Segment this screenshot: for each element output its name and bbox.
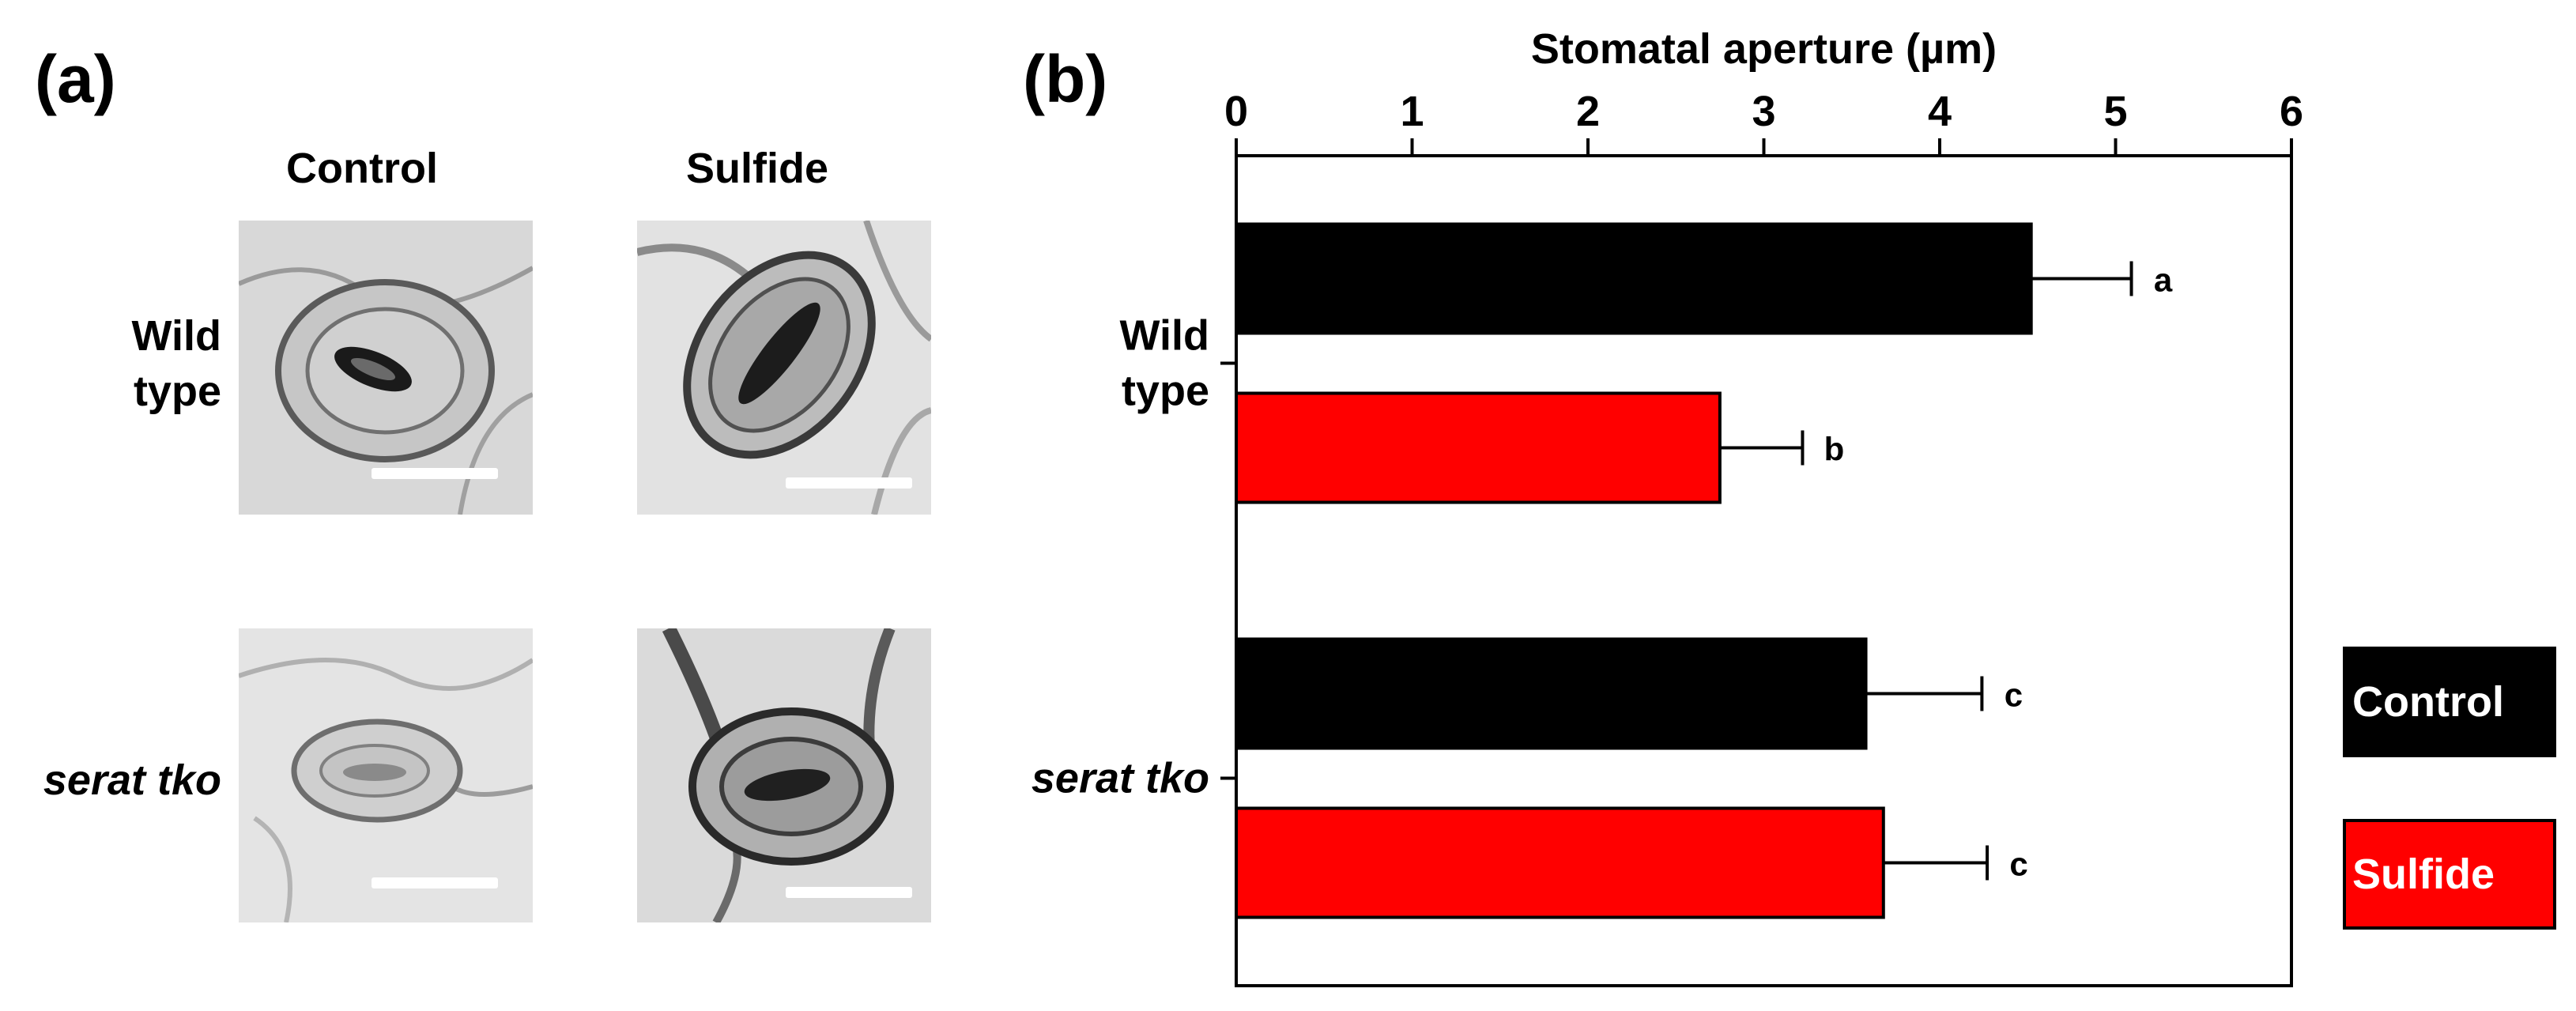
micrograph-col-label-sulfide: Sulfide bbox=[685, 145, 828, 192]
x-tick-label: 0 bbox=[1224, 88, 1248, 135]
micrograph-row-label-serat-tko: serat tko bbox=[0, 753, 221, 808]
x-tick-label: 5 bbox=[2103, 88, 2127, 135]
significance-letter: b bbox=[1824, 431, 1845, 468]
micrograph-row-label-wild-type: Wild type bbox=[32, 308, 221, 419]
x-tick-label: 2 bbox=[1576, 88, 1600, 135]
scale-bar bbox=[786, 887, 912, 898]
micrograph-wild-type-control bbox=[239, 221, 533, 515]
row-label-line-1: serat tko bbox=[43, 756, 221, 804]
micrograph-col-label-control: Control bbox=[286, 145, 438, 192]
panel-a-label: (a) bbox=[35, 42, 116, 116]
significance-letter: c bbox=[2009, 846, 2027, 883]
legend-label-control: Control bbox=[2352, 678, 2504, 726]
scale-bar bbox=[372, 877, 498, 888]
significance-letter: a bbox=[2154, 262, 2173, 299]
bar bbox=[1235, 222, 2033, 335]
micrograph-wild-type-sulfide bbox=[637, 221, 931, 515]
x-tick-label: 3 bbox=[1752, 88, 1775, 135]
row-label-line-1: Wild bbox=[131, 312, 221, 360]
scale-bar bbox=[786, 477, 912, 489]
x-axis-title: Stomatal aperture (µm) bbox=[1531, 25, 1997, 73]
micrograph-serat-tko-control bbox=[239, 628, 533, 922]
y-category-label: Wild bbox=[1120, 312, 1209, 360]
x-tick-label: 4 bbox=[1928, 88, 1952, 135]
legend-item-sulfide: Sulfide bbox=[2343, 819, 2556, 930]
scale-bar bbox=[372, 468, 498, 479]
bar bbox=[1235, 391, 1722, 504]
bar bbox=[1235, 806, 1885, 919]
legend-item-control: Control bbox=[2343, 647, 2556, 757]
legend-label-sulfide: Sulfide bbox=[2352, 851, 2495, 898]
x-tick-label: 1 bbox=[1400, 88, 1424, 135]
y-category-label: type bbox=[1122, 368, 1209, 415]
bar bbox=[1235, 637, 1868, 750]
y-category-label: serat tko bbox=[1032, 755, 1209, 802]
x-tick-label: 6 bbox=[2280, 88, 2303, 135]
panel-b-label: (b) bbox=[1023, 42, 1108, 116]
row-label-line-2: type bbox=[133, 368, 221, 415]
significance-letter: c bbox=[2005, 677, 2023, 714]
micrograph-serat-tko-sulfide bbox=[637, 628, 931, 922]
